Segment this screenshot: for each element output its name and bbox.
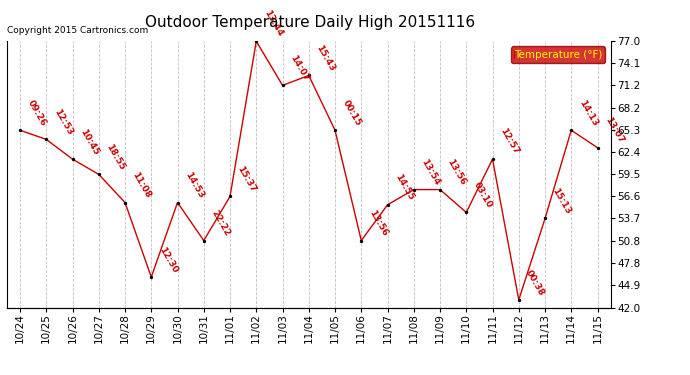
Text: 22:22: 22:22 xyxy=(209,209,231,238)
Text: Copyright 2015 Cartronics.com: Copyright 2015 Cartronics.com xyxy=(7,26,148,35)
Point xyxy=(487,156,498,162)
Point xyxy=(566,127,577,133)
Text: 11:08: 11:08 xyxy=(130,171,152,200)
Point xyxy=(146,274,157,280)
Text: 14:13: 14:13 xyxy=(577,98,599,128)
Point xyxy=(513,297,524,303)
Text: 13:54: 13:54 xyxy=(420,158,442,187)
Point xyxy=(198,237,209,243)
Text: Outdoor Temperature Daily High 20151116: Outdoor Temperature Daily High 20151116 xyxy=(146,15,475,30)
Text: 15:37: 15:37 xyxy=(235,164,258,194)
Point xyxy=(303,72,314,78)
Point xyxy=(119,200,130,206)
Text: 15:43: 15:43 xyxy=(315,43,337,73)
Point xyxy=(356,237,367,243)
Text: 15:13: 15:13 xyxy=(551,186,573,216)
Text: 14:53: 14:53 xyxy=(183,170,205,200)
Point xyxy=(93,171,104,177)
Text: 18:55: 18:55 xyxy=(104,142,126,172)
Text: 00:38: 00:38 xyxy=(524,268,546,297)
Point xyxy=(592,145,603,151)
Text: 00:15: 00:15 xyxy=(341,98,362,128)
Point xyxy=(382,202,393,208)
Text: 14:07: 14:07 xyxy=(288,53,311,82)
Point xyxy=(461,209,472,215)
Point xyxy=(41,136,52,142)
Text: 14:55: 14:55 xyxy=(393,172,415,202)
Text: 09:26: 09:26 xyxy=(26,98,48,128)
Point xyxy=(250,38,262,44)
Text: 03:10: 03:10 xyxy=(472,180,494,210)
Point xyxy=(277,82,288,88)
Point xyxy=(408,187,420,193)
Point xyxy=(540,216,551,222)
Text: 13:56: 13:56 xyxy=(367,209,389,238)
Point xyxy=(172,200,183,206)
Point xyxy=(330,127,341,133)
Text: 13:56: 13:56 xyxy=(446,158,468,187)
Text: 13:44: 13:44 xyxy=(262,9,284,39)
Point xyxy=(67,156,78,162)
Text: 12:57: 12:57 xyxy=(498,127,520,156)
Point xyxy=(224,194,235,200)
Text: 12:30: 12:30 xyxy=(157,245,179,274)
Point xyxy=(14,127,26,133)
Legend: Temperature (°F): Temperature (°F) xyxy=(511,46,605,63)
Text: 13:07: 13:07 xyxy=(603,116,625,145)
Point xyxy=(435,187,446,193)
Text: 12:53: 12:53 xyxy=(52,107,74,136)
Text: 10:45: 10:45 xyxy=(78,127,100,156)
